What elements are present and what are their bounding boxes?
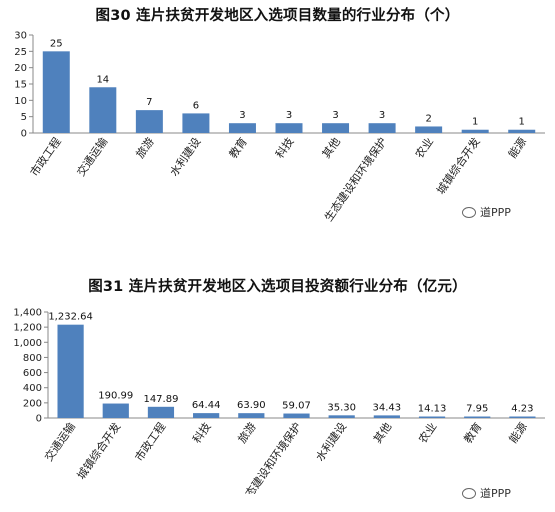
bar bbox=[508, 129, 536, 133]
data-label: 59.07 bbox=[282, 401, 311, 412]
x-tick-label: 能源 bbox=[506, 420, 530, 446]
y-tick-label: 400 bbox=[23, 383, 42, 394]
x-tick-label: 其他 bbox=[320, 135, 343, 160]
y-tick-label: 20 bbox=[14, 63, 27, 74]
watermark-text: 道PPP bbox=[480, 206, 511, 219]
y-tick-label: 1,400 bbox=[13, 308, 42, 319]
x-tick-label: 水利建设 bbox=[167, 135, 204, 179]
y-tick-label: 0 bbox=[36, 414, 42, 425]
bar bbox=[182, 113, 210, 133]
bar bbox=[193, 413, 220, 418]
x-tick-label: 教育 bbox=[226, 135, 250, 161]
bar bbox=[283, 413, 310, 418]
data-label: 1 bbox=[519, 117, 525, 128]
bar bbox=[57, 324, 84, 418]
data-label: 1,232.64 bbox=[48, 312, 93, 323]
x-tick-label: 旅游 bbox=[235, 420, 259, 446]
bar bbox=[135, 110, 163, 133]
data-label: 35.30 bbox=[327, 402, 356, 413]
wechat-icon bbox=[462, 206, 476, 218]
bar bbox=[89, 87, 117, 133]
x-tick-label: 交通运输 bbox=[41, 420, 78, 464]
y-tick-label: 600 bbox=[23, 368, 42, 379]
data-label: 7 bbox=[146, 97, 152, 108]
x-tick-label: 水利建设 bbox=[312, 420, 349, 464]
y-tick-label: 30 bbox=[14, 31, 27, 42]
data-label: 6 bbox=[193, 100, 199, 111]
x-tick-label: 城镇综合开发 bbox=[433, 135, 482, 197]
watermark-text: 道PPP bbox=[480, 487, 511, 500]
data-label: 4.23 bbox=[511, 404, 533, 415]
bar bbox=[461, 129, 489, 133]
data-label: 63.90 bbox=[237, 400, 266, 411]
y-tick-label: 0 bbox=[21, 129, 27, 140]
bar bbox=[228, 123, 256, 133]
data-label: 34.43 bbox=[373, 402, 402, 413]
bar bbox=[322, 123, 350, 133]
bar bbox=[42, 51, 70, 133]
x-tick-label: 科技 bbox=[272, 135, 296, 161]
x-tick-label: 科技 bbox=[190, 420, 214, 446]
x-tick-label: 交通运输 bbox=[74, 135, 111, 179]
data-label: 1 bbox=[472, 117, 478, 128]
y-tick-label: 5 bbox=[21, 112, 27, 123]
x-tick-label: 教育 bbox=[461, 420, 485, 446]
bar bbox=[102, 403, 129, 418]
bar bbox=[464, 416, 491, 418]
chart-title-investment: 图31 连片扶贫开发地区入选项目投资额行业分布（亿元） bbox=[88, 279, 467, 295]
bar bbox=[418, 416, 446, 418]
bar bbox=[373, 415, 400, 418]
watermark: 道PPP bbox=[462, 204, 511, 220]
watermark: 道PPP bbox=[462, 485, 511, 501]
y-tick-label: 200 bbox=[23, 398, 42, 409]
x-tick-label: 市政工程 bbox=[132, 420, 169, 464]
x-tick-label: 城镇综合开发 bbox=[74, 420, 123, 482]
y-tick-label: 10 bbox=[14, 96, 27, 107]
x-tick-label: 其他 bbox=[371, 420, 394, 445]
data-label: 147.89 bbox=[143, 394, 178, 405]
bar bbox=[328, 415, 355, 418]
x-tick-label: 市政工程 bbox=[27, 135, 64, 179]
bar-chart-investment: 0 200 400 600 800 1,000 1,200 1,400 1,232.64 交通运输… bbox=[13, 308, 545, 494]
bar bbox=[368, 123, 396, 133]
bar bbox=[415, 126, 443, 133]
x-tick-label: 能源 bbox=[505, 135, 529, 161]
x-tick-label: 农业 bbox=[415, 420, 439, 446]
x-tick-label: 旅游 bbox=[133, 135, 157, 161]
data-label: 3 bbox=[332, 110, 338, 121]
bar bbox=[238, 413, 265, 418]
data-label: 3 bbox=[286, 110, 292, 121]
y-tick-label: 15 bbox=[14, 80, 27, 91]
data-label: 2 bbox=[425, 113, 431, 124]
bar bbox=[275, 123, 303, 133]
y-tick-label: 25 bbox=[14, 47, 27, 58]
y-tick-label: 800 bbox=[23, 353, 42, 364]
x-tick-label: 农业 bbox=[412, 135, 436, 161]
data-label: 3 bbox=[379, 110, 385, 121]
data-label: 14 bbox=[96, 74, 109, 85]
data-label: 3 bbox=[239, 110, 245, 121]
wechat-icon bbox=[462, 487, 476, 499]
bar bbox=[147, 406, 175, 418]
y-tick-label: 1,000 bbox=[13, 338, 42, 349]
data-label: 190.99 bbox=[98, 391, 133, 402]
data-label: 7.95 bbox=[466, 404, 488, 415]
bar-chart-item-count: 0 5 10 15 20 25 30 25 市政工程 14 交通运输 7 旅游 6 水利建设 3 教育 3 科技 3 其… bbox=[14, 31, 545, 224]
chart-title-item-count: 图30 连片扶贫开发地区入选项目数量的行业分布（个） bbox=[95, 8, 460, 24]
data-label: 64.44 bbox=[192, 400, 221, 411]
data-label: 14.13 bbox=[418, 404, 447, 415]
data-label: 25 bbox=[50, 38, 63, 49]
y-tick-label: 1,200 bbox=[13, 323, 42, 334]
bar bbox=[509, 416, 536, 418]
